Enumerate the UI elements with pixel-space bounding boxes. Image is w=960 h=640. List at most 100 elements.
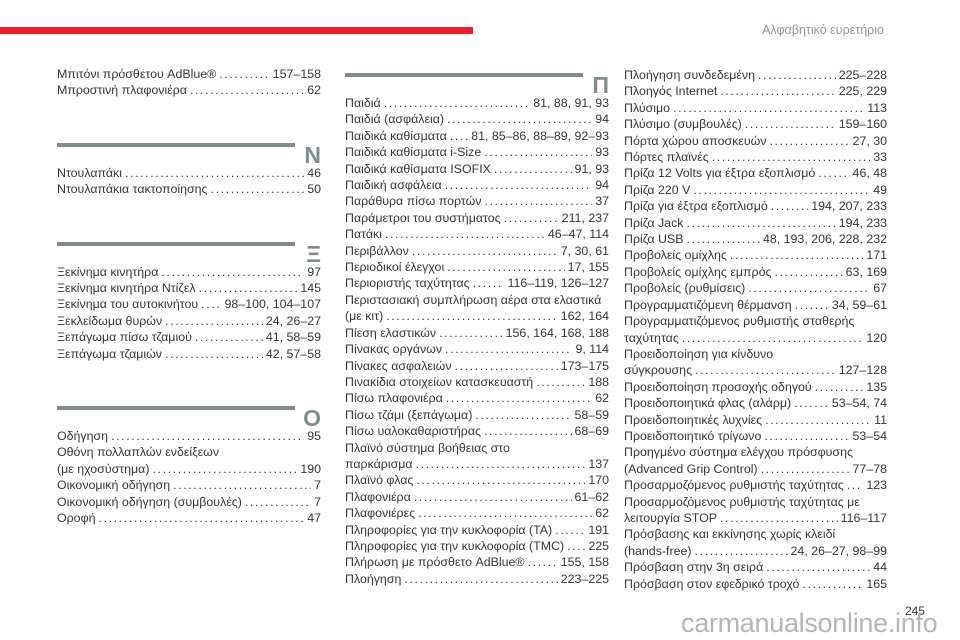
index-entry: (με κιτ)................................… [345,308,609,324]
entry-label: (με κιτ) [345,309,384,324]
dot-leader: ........................................… [447,260,564,275]
entry-pages: 67 [873,281,887,296]
dot-leader: ........................................… [475,407,572,422]
index-entry: Πίσω πλαφονιέρα.........................… [345,390,609,406]
entry-pages: 95 [307,429,321,444]
entry-label: Πόρτα χώρου αποσκευών [624,133,767,148]
entry-pages: 94 [595,178,609,193]
index-entry: Οθόνη πολλαπλών ενδείξεων [57,444,321,460]
dot-leader: ........................................… [814,379,864,394]
entry-pages: 53–54, 74 [831,396,887,411]
index-entry: Μπιτόνι πρόσθετου AdBlue®...............… [57,66,321,82]
entry-pages: 77–78 [852,461,887,476]
index-entry: Οικονομική οδήγηση (συμβουλές)..........… [57,494,321,510]
index-entry: Προηγμένο σύστημα ελέγχου πρόσφυσης [624,444,887,460]
entry-pages: 49 [873,182,887,197]
entry-label: Πρόσβασης και εκκίνησης χωρίς κλειδί [624,527,836,542]
index-entry: Πινακίδια στοιχείων κατασκευαστή........… [345,374,609,390]
dot-leader: ........................................… [673,100,865,115]
page-header-title: Αλφαβητικό ευρετήριο [762,23,884,37]
dot-leader: ........................................… [686,232,760,247]
entry-label: Πατάκι [345,227,382,242]
entry-pages: 93 [595,145,609,160]
index-entry: Προσαρμοζόμενος ρυθμιστής ταχύτητας.....… [624,477,887,493]
dot-leader: ........................................… [686,215,836,230]
dot-leader: ........................................… [846,478,864,493]
entry-pages: 50 [307,182,321,197]
dot-leader: ........................................… [219,67,270,81]
dot-leader: ........................................… [125,165,304,180]
entry-pages: 113 [867,100,887,115]
entry-pages: 48, 193, 206, 228, 232 [762,232,887,247]
entry-pages: 165 [866,576,887,591]
dot-leader: ........................................… [383,96,531,110]
dot-leader: ........................................… [445,342,572,357]
entry-label: Παιδικά καθίσματα [345,128,447,143]
dot-leader: ........................................… [165,313,263,328]
index-entry: Παράθυρα πίσω πορτών....................… [345,193,609,209]
entry-label: Πλήρωση με πρόσθετο AdBlue® [345,555,525,570]
entry-label: Πινακίδια στοιχείων κατασκευαστή [345,374,534,389]
entry-pages: 34, 59–61 [831,297,887,312]
entry-pages: 33 [873,150,887,165]
index-entry: Πρίζα USB...............................… [624,231,887,247]
index-entry: Προγραμματιζόμενη θέρμανση..............… [624,297,887,313]
entry-pages: 116–117 [840,510,887,525]
index-entry: Ντουλαπάκι..............................… [57,165,321,181]
index-entry: (Advanced Grip Control).................… [624,461,887,477]
entry-pages: 162, 164 [560,309,609,324]
entry-pages: 62 [595,506,609,521]
dot-leader: ........................................… [693,182,870,197]
entry-pages: 170 [588,473,609,488]
entry-label: Πίσω υαλοκαθαριστήρας [345,424,481,439]
section-letter: Ο [303,405,321,432]
index-entry: Προειδοποίηση προσοχής οδηγού...........… [624,379,887,395]
entry-label: Προειδοποίηση για κίνδυνο [624,346,774,361]
entry-pages: 81, 88, 91, 93 [533,96,609,110]
index-entry: Πατάκι..................................… [345,226,609,242]
dot-leader: ........................................… [758,68,836,82]
index-entry: Πλαϊνό φλας.............................… [345,472,609,488]
entry-label: Παιδιά (ασφάλεια) [345,112,445,127]
section-divider-Π: Π [345,72,609,98]
entry-label: Πλοήγηση [345,571,402,586]
index-entry: Πίσω τζάμι (ξεπάγωμα)...................… [345,407,609,423]
entry-label: Οροφή [57,511,96,526]
entry-label: Περιστασιακή συμπλήρωση αέρα στα ελαστικ… [345,292,602,307]
entry-label: Πίσω τζάμι (ξεπάγωμα) [345,407,473,422]
entry-pages: 94 [595,112,609,127]
entry-label: Ντουλαπάκι [57,165,122,180]
entry-pages: 44 [873,560,887,575]
index-entry: Προγραμματιζόμενος ρυθμιστής σταθερής [624,313,887,329]
index-entry: Ξεκλείδωμα θυρών........................… [57,313,321,329]
dot-leader: ........................................… [198,281,298,296]
dot-leader: ........................................… [201,297,222,312]
entry-pages: 17, 155 [567,260,609,275]
entry-pages: 137 [588,456,609,471]
dot-leader: ........................................… [503,210,559,225]
section-letter: Π [592,72,609,98]
dot-leader: ........................................… [418,506,593,521]
entry-label: Πίνακες ασφαλειών [345,358,452,373]
entry-label: Οικονομική οδήγηση (συμβουλές) [57,494,242,509]
dot-leader: ........................................… [719,510,838,525]
index-entry: Πρόσβαση στον εφεδρικό τροχό............… [624,576,887,592]
entry-pages: 120 [866,330,887,345]
dot-leader: ........................................… [729,248,863,263]
index-entry: Πίεση ελαστικών.........................… [345,325,609,341]
entry-pages: 27, 30 [852,133,887,148]
index-entry: Πρίζα 220 V.............................… [624,182,887,198]
section-letter: Ν [304,141,321,168]
entry-label: Πλαϊνό φλας [345,473,414,488]
index-entry: λειτουργία STOP.........................… [624,510,887,526]
entry-label: Πρίζα για έξτρα εξοπλισμό [624,199,768,214]
entry-label: Περιοδικοί έλεγχοι [345,260,445,275]
index-entry: Περιβάλλον..............................… [345,243,609,259]
dot-leader: ........................................… [802,576,863,591]
dot-leader: ........................................… [711,150,870,165]
entry-pages: 225, 229 [838,84,887,99]
entry-pages: 63, 169 [845,264,887,279]
index-entry: σύγκρουσης..............................… [624,362,887,378]
entry-label: Πλοηγός Internet [624,84,718,99]
entry-label: Προσαρμοζόμενος ρυθμιστής ταχύτητας [624,478,844,493]
